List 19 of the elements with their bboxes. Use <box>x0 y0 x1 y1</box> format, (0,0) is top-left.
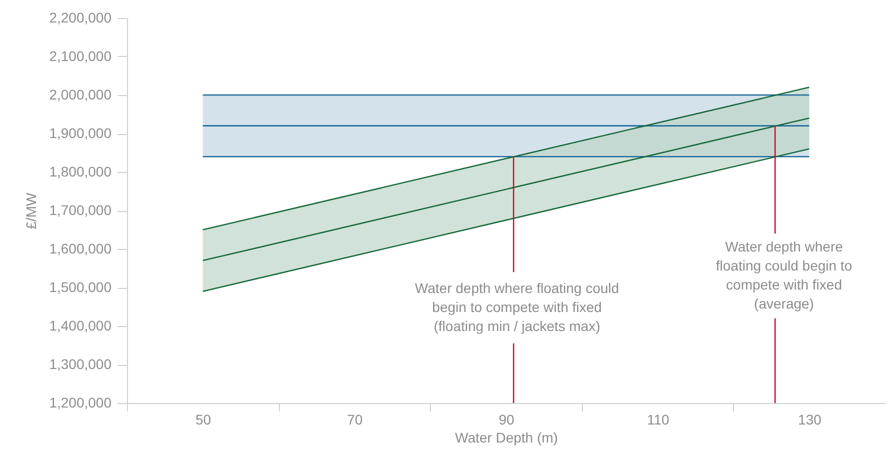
x-tick-label: 130 <box>798 412 822 428</box>
y-tick-label: 1,200,000 <box>49 394 112 410</box>
x-tick-label: 110 <box>646 412 670 428</box>
y-tick-label: 1,400,000 <box>49 318 112 334</box>
y-tick-label: 1,500,000 <box>49 279 112 295</box>
y-tick-label: 2,200,000 <box>49 10 112 26</box>
y-tick-label: 2,100,000 <box>49 48 112 64</box>
x-axis-title: Water Depth (m) <box>455 430 558 446</box>
x-tick-label: 70 <box>347 412 363 428</box>
y-tick-label: 1,300,000 <box>49 356 112 372</box>
y-tick-label: 2,000,000 <box>49 86 112 102</box>
x-tick-label: 50 <box>196 412 212 428</box>
y-tick-label: 1,700,000 <box>49 202 112 218</box>
y-tick-label: 1,900,000 <box>49 125 112 141</box>
x-tick-label: 90 <box>498 412 514 428</box>
y-tick-label: 1,600,000 <box>49 240 112 256</box>
y-axis-title: £/MW <box>23 192 40 230</box>
annotation: Water depth where floating could begin to compete with fixed (floating min / jackets max) <box>414 280 620 334</box>
y-tick-label: 1,800,000 <box>49 164 112 180</box>
